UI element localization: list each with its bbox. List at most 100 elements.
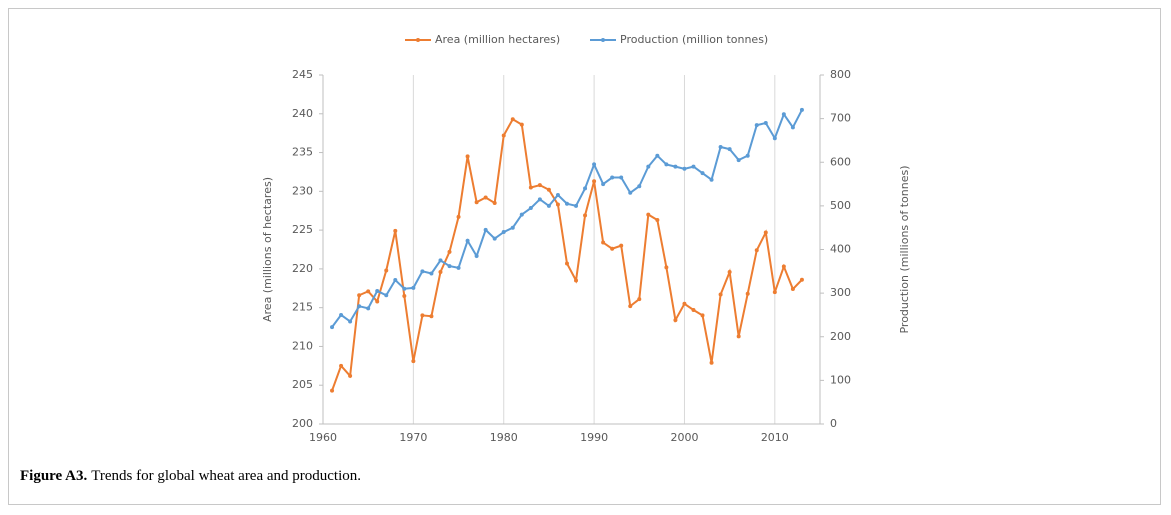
- data-point: [628, 304, 633, 309]
- caption-label: Figure A3.: [20, 468, 88, 484]
- legend-label: Area (million hectares): [435, 33, 560, 46]
- x-tick-label: 1980: [490, 431, 518, 444]
- data-point: [772, 136, 777, 141]
- data-point: [691, 307, 696, 312]
- data-point: [456, 214, 461, 219]
- data-point: [465, 238, 470, 243]
- data-point: [637, 297, 642, 302]
- x-tick-label: 2000: [670, 431, 698, 444]
- data-point: [546, 203, 551, 208]
- x-tick-label: 1990: [580, 431, 608, 444]
- data-point: [510, 225, 515, 230]
- data-point: [799, 277, 804, 282]
- data-point: [348, 373, 353, 378]
- data-point: [366, 289, 371, 294]
- y2-tick-label: 400: [830, 243, 851, 256]
- data-point: [754, 123, 759, 128]
- data-point: [655, 153, 660, 158]
- y-tick-label: 230: [292, 184, 313, 197]
- legend-marker: [416, 38, 420, 42]
- data-point: [763, 120, 768, 125]
- data-point: [483, 227, 488, 232]
- data-point: [438, 258, 443, 263]
- series-line: [331, 109, 803, 328]
- data-point: [501, 230, 506, 235]
- data-point: [357, 304, 362, 309]
- y-tick-label: 200: [292, 417, 313, 430]
- data-point: [366, 306, 371, 311]
- y2-axis-title: Production (millions of tonnes): [898, 165, 911, 333]
- data-point: [339, 363, 344, 368]
- data-point: [438, 269, 443, 274]
- data-point: [465, 154, 470, 159]
- y2-tick-label: 700: [830, 112, 851, 125]
- data-point: [664, 265, 669, 270]
- y2-tick-label: 200: [830, 330, 851, 343]
- data-point: [384, 293, 389, 298]
- data-point: [781, 112, 786, 117]
- data-point: [519, 122, 524, 127]
- data-point: [700, 171, 705, 176]
- data-point: [519, 212, 524, 217]
- data-point: [772, 290, 777, 295]
- data-point: [592, 179, 597, 184]
- data-point: [474, 200, 479, 205]
- data-point: [492, 236, 497, 241]
- caption: Figure A3. Trends for global wheat area a…: [20, 468, 361, 485]
- y-tick-label: 235: [292, 146, 313, 159]
- data-point: [790, 125, 795, 130]
- data-point: [411, 285, 416, 290]
- data-point: [601, 240, 606, 245]
- data-point: [393, 228, 398, 233]
- data-point: [546, 187, 551, 192]
- y-tick-label: 215: [292, 301, 313, 314]
- data-point: [357, 293, 362, 298]
- y-tick-label: 205: [292, 378, 313, 391]
- data-point: [420, 269, 425, 274]
- y-tick-label: 210: [292, 339, 313, 352]
- y-axis-title: Area (millions of hectares): [261, 177, 274, 322]
- data-point: [745, 153, 750, 158]
- data-point: [610, 175, 615, 180]
- data-point: [691, 164, 696, 169]
- data-point: [637, 184, 642, 189]
- y2-tick-label: 500: [830, 199, 851, 212]
- data-point: [718, 144, 723, 149]
- data-point: [384, 268, 389, 273]
- data-point: [348, 319, 353, 324]
- data-point: [564, 201, 569, 206]
- data-point: [474, 254, 479, 259]
- chart: 1960 1970 1980 1990 2000 20102002052102152202…: [261, 33, 911, 444]
- data-point: [447, 249, 452, 254]
- caption-text: Trends for global wheat area and product…: [91, 468, 362, 484]
- data-point: [601, 182, 606, 187]
- x-tick-label: 1960: [309, 431, 337, 444]
- data-point: [736, 334, 741, 339]
- data-point: [646, 164, 651, 169]
- data-point: [718, 292, 723, 297]
- data-point: [537, 183, 542, 188]
- data-point: [456, 265, 461, 270]
- data-point: [763, 230, 768, 235]
- data-point: [619, 175, 624, 180]
- data-point: [610, 246, 615, 251]
- data-point: [528, 206, 533, 211]
- data-point: [790, 287, 795, 292]
- data-point: [564, 261, 569, 266]
- y-tick-label: 225: [292, 223, 313, 236]
- data-point: [574, 203, 579, 208]
- data-point: [555, 202, 560, 207]
- data-point: [483, 195, 488, 200]
- data-point: [429, 314, 434, 319]
- data-point: [709, 360, 714, 365]
- legend-marker: [601, 38, 605, 42]
- data-point: [682, 301, 687, 306]
- data-point: [655, 218, 660, 223]
- data-point: [420, 313, 425, 318]
- data-point: [583, 213, 588, 218]
- x-tick-label: 2010: [761, 431, 789, 444]
- data-point: [402, 294, 407, 299]
- data-point: [537, 197, 542, 202]
- series-line: [331, 117, 803, 391]
